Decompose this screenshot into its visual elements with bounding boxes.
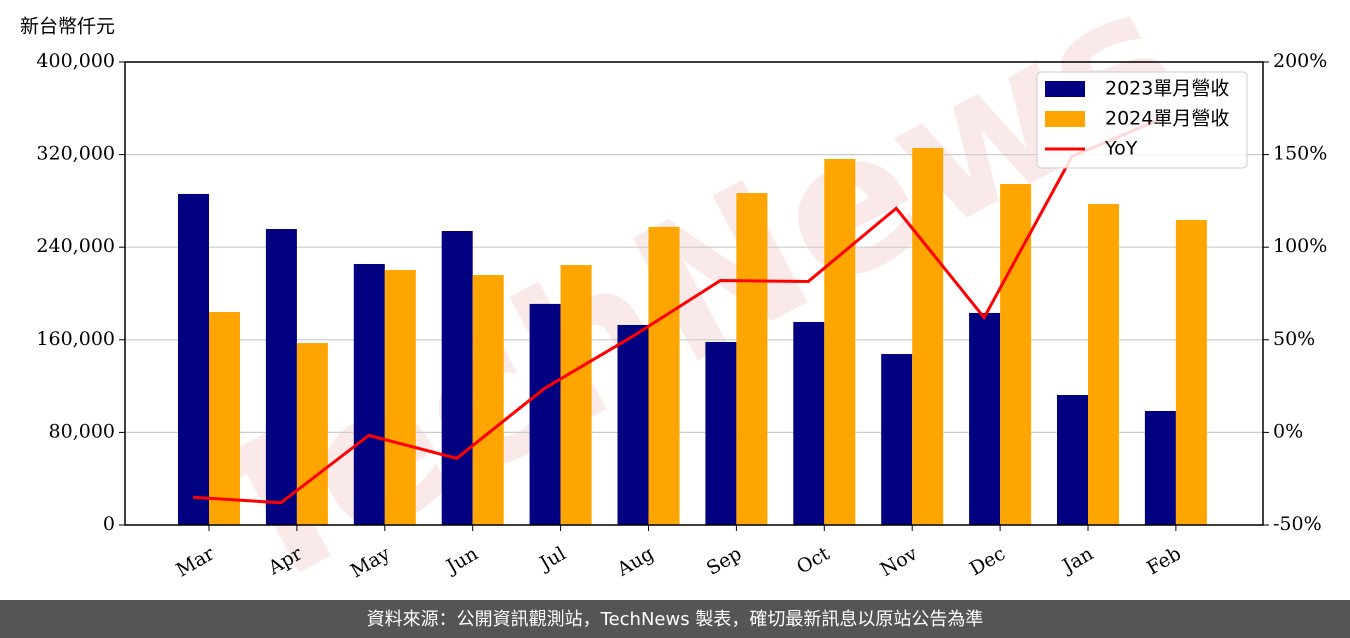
bar [648,226,680,525]
plot-frame [124,61,1264,526]
y-tick-label: 400,000 [36,50,115,72]
y2-tick-label: 50% [1273,328,1315,350]
bar [353,263,385,525]
footer: 資料來源：公開資訊觀測站，TechNews 製表，確切最新訊息以原站公告為準 [367,609,984,630]
bar [441,230,473,525]
legend-swatch [1045,111,1085,127]
legend-swatch [1045,81,1085,97]
bar [969,312,1001,525]
legend-box [1036,71,1248,169]
y-tick-label: 240,000 [36,235,115,257]
bar [529,303,561,525]
bar [209,312,240,525]
bar [1144,410,1176,525]
bar [472,274,504,525]
bar [793,321,825,525]
bar [617,324,649,525]
y-axis-label: 新台幣仟元 [20,16,115,38]
y-tick-label: 320,000 [36,143,115,165]
bar [824,158,856,525]
bar [296,343,328,525]
y-tick-label: 160,000 [36,328,115,350]
legend-label: 2023單月營收 [1105,78,1229,100]
y-tick-label: 0 [103,513,115,535]
y2-tick-label: 0% [1273,420,1303,442]
bar [881,354,913,525]
bar [1088,204,1119,525]
footer-bar [0,600,1350,638]
y2-tick-label: 200% [1273,50,1327,72]
bar [265,229,297,525]
legend-label: 2024單月營收 [1105,108,1229,130]
bar [912,148,944,525]
bar [1175,219,1207,525]
bar [178,193,209,525]
bar [705,341,737,525]
y2-tick-label: 150% [1273,143,1327,165]
bar [560,265,592,525]
legend-label: YoY [1104,138,1138,160]
y2-tick-label: -50% [1273,513,1322,535]
bar [1000,184,1032,526]
y2-tick-label: 100% [1273,235,1327,257]
y-tick-label: 80,000 [49,420,115,442]
bar [736,193,768,526]
bar [1057,395,1088,525]
line [192,118,1161,505]
bar [384,270,416,525]
